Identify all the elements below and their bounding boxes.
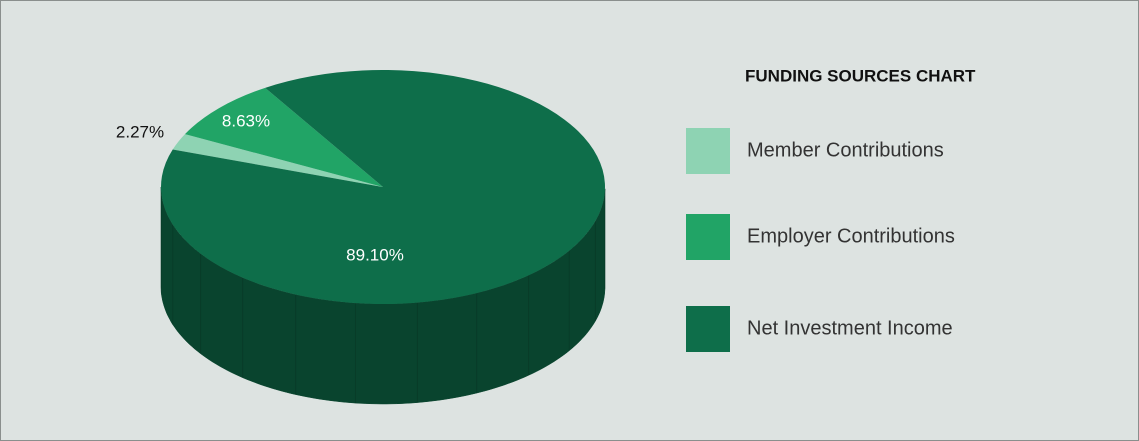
pie-slice (172, 134, 383, 187)
pie-side (160, 186, 606, 405)
pie-slice (161, 70, 605, 305)
legend-label: Member Contributions (747, 139, 944, 161)
pie-slice (184, 87, 383, 187)
legend-label: Net Investment Income (747, 317, 953, 339)
legend-swatch (686, 306, 730, 352)
data-label: 2.27% (116, 122, 164, 141)
pie: 2.27% 8.63% 89.10% (116, 70, 606, 405)
legend-label: Employer Contributions (747, 225, 955, 247)
data-label: 89.10% (346, 245, 404, 264)
data-label: 8.63% (222, 111, 270, 130)
legend-swatch (686, 214, 730, 260)
chart-title: FUNDING SOURCES CHART (745, 66, 976, 85)
legend-swatch (686, 128, 730, 174)
legend: FUNDING SOURCES CHART Member Contributio… (686, 66, 976, 352)
